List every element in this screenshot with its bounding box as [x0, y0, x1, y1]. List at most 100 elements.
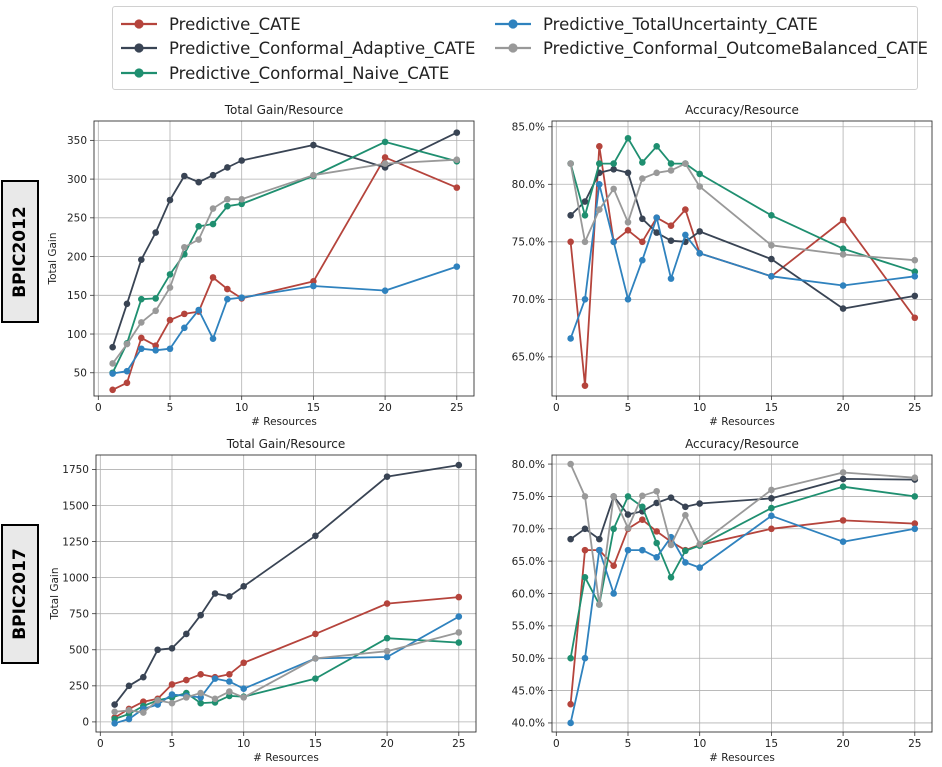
- data-point: [581, 238, 589, 246]
- data-point: [140, 709, 147, 716]
- data-point: [768, 486, 775, 494]
- data-point: [310, 141, 317, 149]
- data-point: [696, 541, 703, 548]
- data-point: [624, 218, 632, 226]
- data-point: [125, 715, 133, 723]
- legend-label: Predictive_Conformal_Adaptive_CATE: [169, 38, 476, 58]
- y-tick-label: 65.0%: [512, 556, 545, 568]
- data-point: [183, 676, 190, 684]
- y-tick-label: 300: [67, 174, 87, 186]
- data-point: [166, 284, 174, 291]
- data-point: [123, 340, 131, 348]
- data-point: [195, 306, 202, 314]
- data-point: [111, 720, 118, 727]
- data-point: [224, 195, 231, 203]
- data-point: [624, 296, 632, 303]
- data-point: [226, 670, 233, 678]
- y-tick-label: 45.0%: [512, 685, 545, 697]
- data-point: [455, 629, 463, 636]
- y-tick-label: 85.0%: [512, 122, 545, 134]
- plot-frame: [93, 120, 475, 397]
- data-point: [839, 469, 847, 476]
- data-point: [653, 143, 660, 150]
- y-tick-label: 750: [69, 608, 89, 620]
- legend-item-outcome-balanced: Predictive_Conformal_OutcomeBalanced_CAT…: [493, 36, 928, 60]
- data-point: [567, 160, 574, 167]
- data-point: [682, 503, 689, 511]
- y-tick-label: 0: [82, 717, 89, 729]
- data-point: [224, 202, 231, 210]
- x-tick-label: 20: [836, 738, 849, 750]
- x-tick-label: 15: [765, 738, 778, 750]
- data-point: [181, 310, 188, 318]
- data-point: [682, 160, 689, 167]
- data-point: [653, 539, 660, 547]
- data-point: [839, 517, 847, 524]
- data-point: [610, 185, 617, 193]
- data-point: [140, 673, 147, 681]
- data-point: [581, 525, 589, 533]
- data-point: [624, 511, 632, 518]
- data-point: [596, 535, 603, 543]
- data-point: [624, 227, 632, 234]
- y-tick-label: 250: [67, 213, 87, 225]
- data-point: [567, 238, 574, 246]
- data-point: [567, 460, 574, 468]
- data-point: [682, 559, 689, 566]
- data-point: [596, 601, 603, 608]
- data-point: [682, 547, 689, 555]
- data-point: [166, 345, 174, 353]
- data-point: [610, 493, 617, 500]
- data-point: [653, 528, 660, 535]
- data-point: [696, 564, 703, 571]
- legend-marker-outcome-balanced: [495, 43, 531, 53]
- data-point: [123, 367, 131, 375]
- data-point: [610, 160, 617, 167]
- data-point: [138, 345, 145, 353]
- data-point: [224, 295, 231, 303]
- data-point: [653, 487, 660, 495]
- legend-item-conformal-naive: Predictive_Conformal_Naive_CATE: [119, 61, 449, 85]
- data-point: [383, 647, 391, 655]
- x-tick-label: 0: [553, 402, 560, 414]
- data-point: [639, 256, 646, 264]
- data-point: [310, 171, 317, 179]
- data-point: [696, 183, 703, 190]
- data-point: [581, 654, 589, 662]
- data-point: [109, 370, 116, 377]
- y-tick-label: 75.0%: [512, 237, 545, 249]
- data-point: [596, 546, 603, 554]
- x-tick-label: 5: [167, 402, 174, 414]
- data-point: [209, 274, 217, 281]
- data-point: [667, 167, 675, 174]
- data-point: [211, 695, 219, 703]
- data-point: [152, 346, 159, 354]
- y-tick-label: 65.0%: [512, 352, 545, 364]
- data-point: [168, 681, 176, 688]
- y-tick-label: 55.0%: [512, 621, 545, 633]
- data-point: [610, 562, 617, 569]
- data-point: [639, 175, 646, 182]
- legend-marker-conformal-adaptive: [121, 43, 157, 53]
- data-point: [682, 511, 689, 519]
- data-point: [240, 582, 247, 590]
- data-point: [581, 212, 589, 219]
- data-point: [111, 701, 118, 708]
- data-point: [768, 212, 775, 219]
- y-tick-label: 75.0%: [512, 491, 545, 503]
- data-point: [567, 700, 574, 708]
- legend-marker-predictive-cate: [121, 19, 157, 29]
- x-tick-label: 10: [237, 738, 250, 750]
- data-point: [667, 222, 675, 230]
- data-point: [209, 171, 217, 179]
- data-point: [768, 504, 775, 512]
- y-tick-label: 60.0%: [512, 588, 545, 600]
- data-point: [610, 166, 617, 173]
- y-tick-label: 50.0%: [512, 653, 545, 665]
- data-point: [166, 196, 174, 204]
- plot-frame: [551, 454, 933, 733]
- data-point: [911, 525, 919, 533]
- data-point: [111, 708, 118, 716]
